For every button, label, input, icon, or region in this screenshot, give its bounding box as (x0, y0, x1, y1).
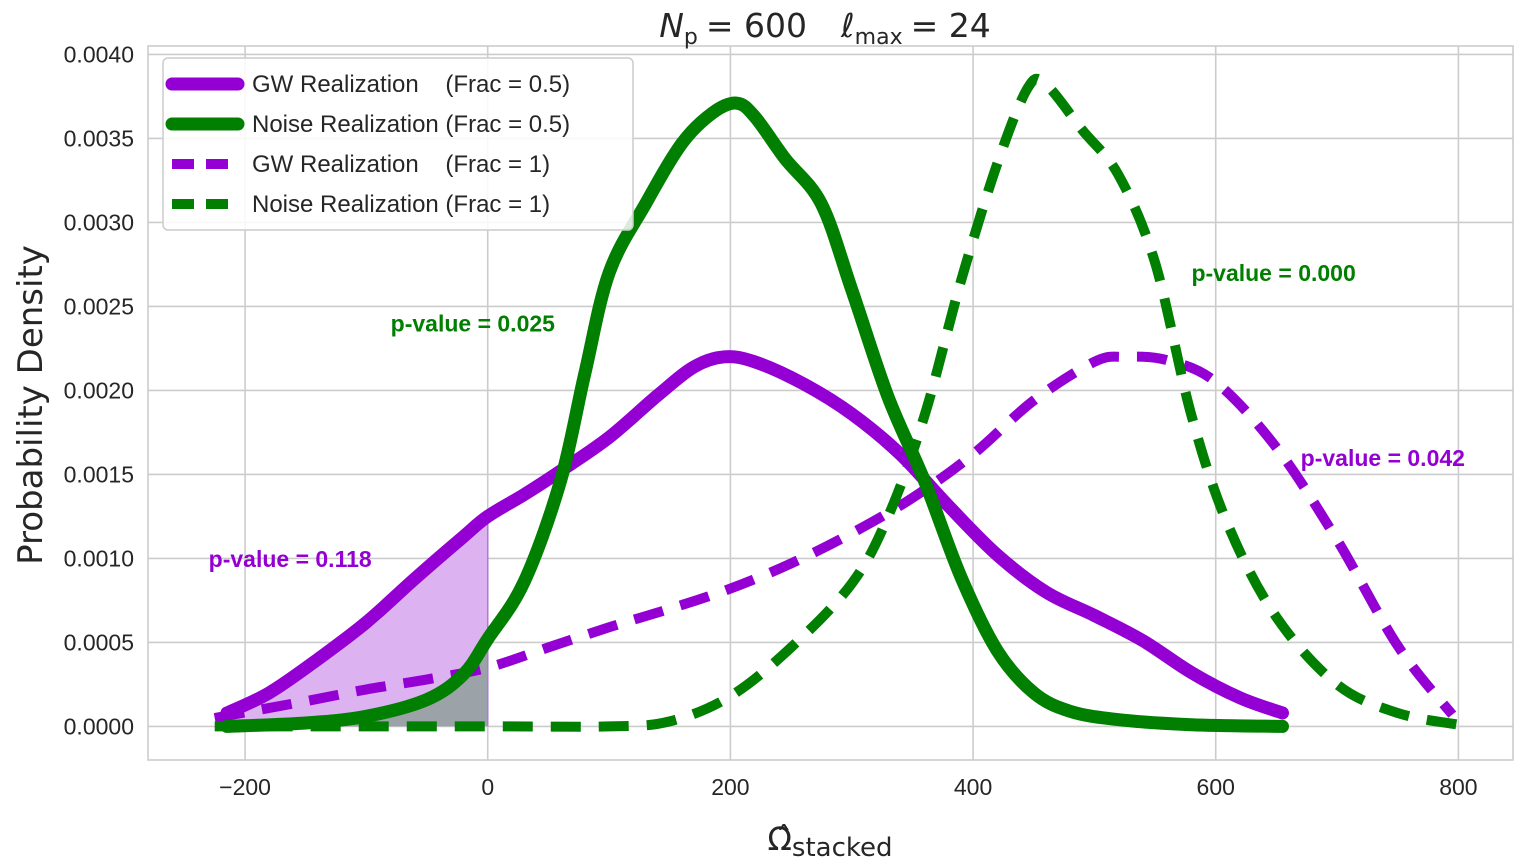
legend-label: Noise Realization (Frac = 0.5) (252, 111, 570, 138)
x-tick-label: 600 (1197, 774, 1235, 800)
y-tick-label: 0.0040 (64, 41, 134, 67)
p-value-annotation: p-value = 0.000 (1191, 260, 1355, 286)
p-value-annotation: p-value = 0.118 (209, 546, 372, 572)
y-tick-label: 0.0005 (64, 629, 134, 655)
series-lines (213, 73, 1460, 733)
p-value-annotation: p-value = 0.042 (1301, 445, 1465, 471)
y-axis-title: Probability Density (11, 245, 51, 565)
title-l-value: = 24 (911, 6, 991, 45)
x-tick-label: −200 (219, 774, 271, 800)
title-np-value: = 600 (706, 6, 807, 45)
y-tick-label: 0.0020 (64, 377, 134, 403)
legend-label: GW Realization (Frac = 1) (252, 151, 550, 178)
legend-label: Noise Realization (Frac = 1) (252, 191, 550, 218)
legend-label: GW Realization (Frac = 0.5) (252, 71, 570, 98)
chart-title: Np = 600 ℓmax = 24 (659, 6, 991, 50)
y-tick-label: 0.0030 (64, 209, 134, 235)
annotations: p-value = 0.025 p-value = 0.000 p-value = … (209, 260, 1465, 572)
y-tick-label: 0.0025 (64, 293, 134, 319)
x-tick-label: 400 (954, 774, 992, 800)
x-tick-label: 800 (1439, 774, 1477, 800)
y-tick-label: 0.0010 (64, 545, 134, 571)
x-axis-sub: stacked (792, 833, 893, 863)
title-np-sub: p (684, 25, 698, 50)
legend-box (162, 57, 634, 231)
x-tick-label: 0 (481, 774, 494, 800)
shaded-region (226, 514, 490, 727)
x-axis-title: Ω̂stacked (767, 820, 892, 863)
p-value-annotation: p-value = 0.025 (391, 311, 555, 337)
y-tick-label: 0.0000 (64, 713, 134, 739)
plot-frame (147, 45, 1514, 761)
y-tick-label: 0.0015 (64, 461, 134, 487)
title-np-symbol: N (659, 6, 684, 45)
tick-labels: −200 0 200 400 600 800 0.0000 0.0005 0.0010 0.001… (64, 41, 1478, 800)
series-line (220, 96, 1289, 733)
y-tick-label: 0.0035 (64, 125, 134, 151)
series-line (220, 350, 1289, 720)
title-l-symbol: ℓ (840, 6, 855, 45)
series-line (214, 73, 1460, 732)
x-axis-symbol: Ω̂ (767, 820, 791, 858)
legend: GW Realization (Frac = 0.5) Noise Realiza… (162, 57, 634, 231)
x-tick-label: 200 (711, 774, 749, 800)
title-l-sub: max (855, 25, 903, 50)
